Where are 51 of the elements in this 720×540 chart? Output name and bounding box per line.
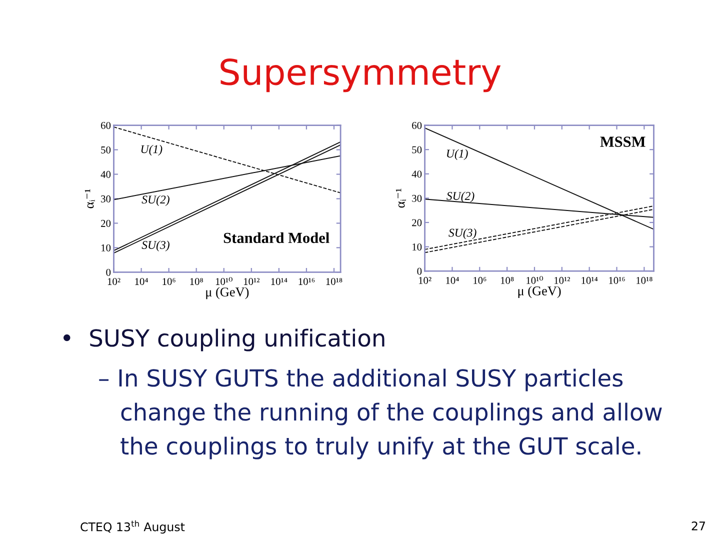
x-tick-label: 10¹⁶ bbox=[609, 276, 625, 284]
y-tick-label: 50 bbox=[101, 146, 111, 154]
x-tick-label: 10¹⁰ bbox=[526, 276, 544, 284]
x-tick-label: 10⁸ bbox=[190, 278, 203, 286]
y-tick-label: 10 bbox=[412, 243, 422, 250]
annotation: Standard Model bbox=[224, 232, 330, 244]
text: Supersymmetry bbox=[220, 58, 501, 92]
x-tick-label: 10¹⁸ bbox=[636, 276, 652, 284]
x-tick-label: 10⁴ bbox=[446, 276, 459, 284]
x-tick-label: 10⁸ bbox=[500, 276, 514, 284]
x-tick-label: 10² bbox=[108, 278, 120, 286]
x-tick-label: 10¹⁰ bbox=[216, 277, 232, 286]
y-tick-label: 40 bbox=[412, 170, 422, 178]
x-tick-label: 10⁶ bbox=[474, 276, 486, 284]
y-axis-title: αᵢ⁻¹ bbox=[396, 188, 406, 208]
annotation: MSSM bbox=[600, 136, 646, 147]
series-label: SU(3) bbox=[448, 228, 476, 240]
y-axis-title: αᵢ⁻¹ bbox=[84, 189, 95, 208]
series-label: U(1) bbox=[447, 149, 468, 160]
x-tick-label: 10¹⁴ bbox=[271, 278, 288, 286]
text: CTEQ 13$^{th}$ August bbox=[80, 520, 185, 534]
y-tick-label: 30 bbox=[412, 194, 422, 202]
y-tick-label: 60 bbox=[412, 122, 422, 129]
y-tick-label: 10 bbox=[101, 244, 111, 252]
x-axis-title: μ (GeV) bbox=[206, 287, 249, 300]
x-tick-label: 10² bbox=[418, 276, 432, 284]
x-tick-label: 10¹⁸ bbox=[326, 278, 342, 286]
series-label: SU(3) bbox=[142, 240, 170, 252]
y-tick-label: 0 bbox=[106, 268, 111, 276]
y-tick-label: 30 bbox=[101, 195, 111, 202]
series-label: SU(2) bbox=[142, 195, 170, 206]
y-tick-label: 60 bbox=[101, 122, 111, 129]
series-label: U(1) bbox=[141, 144, 162, 156]
text: change the running of the couplings and allow bbox=[121, 402, 662, 426]
x-tick-label: 10⁴ bbox=[135, 278, 148, 286]
text: • SUSY coupling unification bbox=[63, 328, 384, 352]
x-tick-label: 10⁶ bbox=[162, 278, 176, 286]
text: the couplings to truly unify at the GUT scale. bbox=[120, 436, 640, 460]
x-axis-title: μ (GeV) bbox=[518, 286, 561, 298]
x-tick-label: 10¹² bbox=[554, 276, 570, 284]
x-tick-label: 10¹⁶ bbox=[298, 278, 315, 286]
x-tick-label: 10¹² bbox=[244, 278, 260, 286]
x-tick-label: 10¹⁴ bbox=[582, 276, 598, 284]
y-tick-label: 20 bbox=[412, 219, 422, 226]
y-tick-label: 0 bbox=[417, 268, 422, 275]
y-tick-label: 20 bbox=[101, 220, 111, 227]
series-label: SU(2) bbox=[446, 192, 474, 202]
y-tick-label: 50 bbox=[412, 146, 422, 154]
y-tick-label: 40 bbox=[100, 170, 111, 178]
text: – In SUSY GUTS the additional SUSY particles bbox=[99, 368, 623, 392]
text: 27 bbox=[692, 521, 705, 530]
